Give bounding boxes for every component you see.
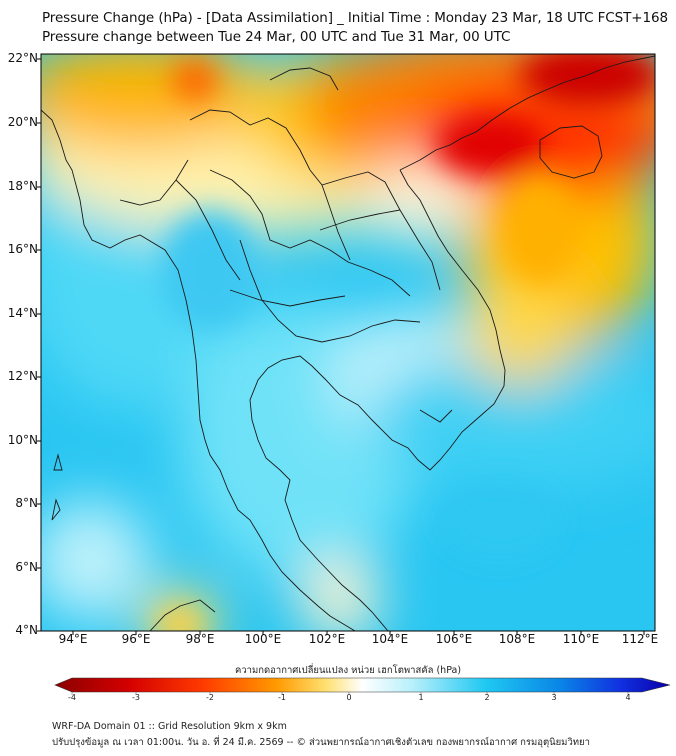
- map-title: Pressure Change (hPa) - [Data Assimilati…: [42, 10, 668, 26]
- footer-credit: ปรับปรุงข้อมูล ณ เวลา 01:00น. วัน อ. ที่…: [52, 737, 590, 748]
- lat-label-8n: 8°N: [15, 496, 38, 510]
- lat-label-10n: 10°N: [7, 433, 38, 447]
- colorbar-title: ความกดอากาศเปลี่ยนแปลง หน่วย เฮกโตพาสคัล…: [234, 665, 462, 676]
- colorbar-tick-label: -1: [278, 693, 286, 702]
- colorbar-tick-label: -2: [206, 693, 214, 702]
- colorbar-tick-label: 3: [551, 693, 557, 702]
- lon-label-108e: 108°E: [498, 632, 536, 646]
- colorbar-tick-label: 0: [346, 693, 352, 702]
- lon-label-106e: 106°E: [435, 632, 473, 646]
- coastline-borders: [41, 55, 655, 631]
- lon-label-96e: 96°E: [121, 632, 151, 646]
- colorbar-tick-label: 2: [484, 693, 490, 702]
- colorbar-ticks: [71, 692, 629, 695]
- colorbar: [54, 677, 671, 693]
- axis-ticks: [37, 58, 645, 635]
- lat-label-14n: 14°N: [7, 306, 38, 320]
- lon-label-104e: 104°E: [371, 632, 409, 646]
- lon-label-94e: 94°E: [58, 632, 88, 646]
- map-frame: [40, 53, 656, 632]
- lat-label-12n: 12°N: [7, 369, 38, 383]
- colorbar-tick-label: 1: [418, 693, 424, 702]
- lon-label-98e: 98°E: [185, 632, 215, 646]
- lon-label-110e: 110°E: [562, 632, 600, 646]
- lat-label-18n: 18°N: [7, 179, 38, 193]
- lon-label-102e: 102°E: [308, 632, 346, 646]
- map-subtitle: Pressure change between Tue 24 Mar, 00 U…: [42, 29, 511, 45]
- lat-label-16n: 16°N: [7, 242, 38, 256]
- colorbar-tick-label: -3: [132, 693, 140, 702]
- colorbar-tick-label: -4: [68, 693, 76, 702]
- colorbar-tick-label: 4: [625, 693, 631, 702]
- lat-label-22n: 22°N: [7, 51, 38, 65]
- lon-label-112e: 112°E: [621, 632, 659, 646]
- pressure-field: [41, 54, 655, 631]
- lat-label-4n: 4°N: [15, 623, 38, 637]
- lon-label-100e: 100°E: [244, 632, 282, 646]
- lat-label-20n: 20°N: [7, 115, 38, 129]
- lat-label-6n: 6°N: [15, 560, 38, 574]
- footer-domain-info: WRF-DA Domain 01 :: Grid Resolution 9km …: [52, 721, 287, 732]
